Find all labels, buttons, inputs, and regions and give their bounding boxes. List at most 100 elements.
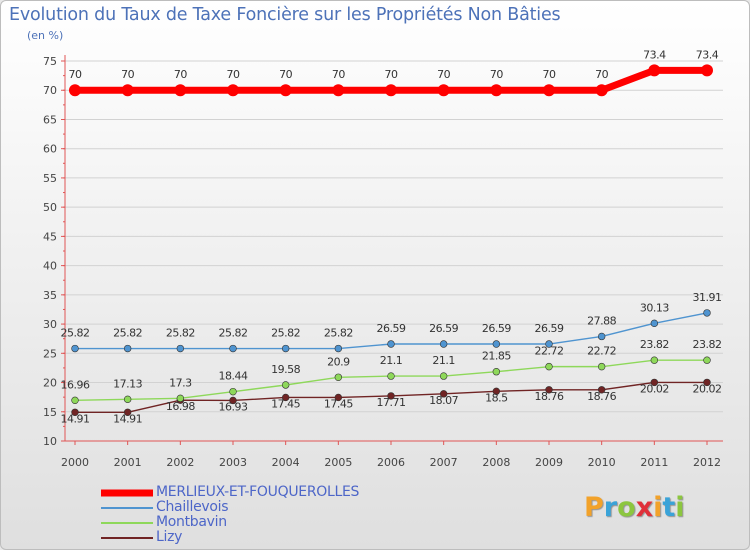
data-point xyxy=(279,84,292,97)
data-label: 70 xyxy=(174,68,187,81)
data-label: 17.3 xyxy=(169,376,192,389)
y-tick-label: 70 xyxy=(43,84,57,97)
grid-lines xyxy=(65,60,723,442)
data-label: 25.82 xyxy=(324,327,353,340)
data-label: 20.02 xyxy=(693,382,722,395)
data-point xyxy=(387,340,395,348)
data-point xyxy=(492,340,501,348)
data-label: 22.72 xyxy=(587,345,616,358)
data-label: 18.44 xyxy=(219,370,248,383)
data-label: 70 xyxy=(227,68,240,81)
data-label: 17.71 xyxy=(377,396,406,409)
data-label: 18.76 xyxy=(587,390,616,403)
x-tick-label: 2011 xyxy=(640,456,668,469)
data-label: 70 xyxy=(437,68,450,81)
axes: 10 15 20 25 30 35 40 45 50 55 60 65 70 75 2000 2001 2002… xyxy=(43,55,723,469)
x-tick-label: 2009 xyxy=(535,456,563,469)
data-label: 20.02 xyxy=(640,382,669,395)
data-point xyxy=(281,393,290,402)
x-tick-label: 2012 xyxy=(693,456,721,469)
x-tick-label: 2000 xyxy=(61,456,89,469)
data-point xyxy=(229,387,237,396)
x-tick-label: 2006 xyxy=(377,456,405,469)
data-label: 21.85 xyxy=(482,350,511,363)
line-chart: 10 15 20 25 30 35 40 45 50 55 60 65 70 75 2000 2001 2002… xyxy=(43,48,723,469)
data-label: 16.93 xyxy=(219,400,248,413)
y-tick-label: 15 xyxy=(43,406,57,419)
data-label: 70 xyxy=(543,68,556,81)
data-point xyxy=(648,64,661,77)
data-label: 27.88 xyxy=(587,314,616,327)
data-point xyxy=(490,84,503,97)
data-point xyxy=(281,344,290,353)
data-label: 14.91 xyxy=(61,412,90,425)
y-tick-label: 75 xyxy=(43,55,57,68)
data-label: 25.82 xyxy=(113,327,142,340)
data-point xyxy=(545,386,553,394)
data-point xyxy=(387,392,395,400)
proxiti-logo: Proxiti xyxy=(584,492,685,523)
data-point xyxy=(332,84,345,97)
data-label: 21.1 xyxy=(432,354,455,367)
data-label: 25.82 xyxy=(166,327,195,340)
data-label: 26.59 xyxy=(429,322,458,335)
data-point xyxy=(543,84,555,97)
data-point xyxy=(597,332,606,341)
x-tick-label: 2002 xyxy=(166,456,194,469)
data-point xyxy=(229,396,237,405)
data-point xyxy=(597,362,606,371)
y-tick-label: 50 xyxy=(43,201,57,214)
data-label: 23.82 xyxy=(693,338,722,351)
data-point xyxy=(123,395,132,404)
x-tick-label: 2004 xyxy=(272,456,300,469)
data-label: 20.9 xyxy=(327,355,350,368)
data-point xyxy=(439,372,448,380)
data-label: 70 xyxy=(490,68,503,81)
chart-title: Evolution du Taux de Taxe Foncière sur l… xyxy=(9,5,561,25)
data-label: 30.13 xyxy=(640,301,669,314)
logo-letter: i xyxy=(653,492,663,523)
data-label: 70 xyxy=(69,68,82,81)
y-tick-label: 40 xyxy=(43,260,57,273)
data-point xyxy=(71,396,79,405)
data-label: 16.96 xyxy=(61,378,90,391)
y-axis-unit: (en %) xyxy=(27,29,64,42)
y-tick-label: 35 xyxy=(43,289,57,302)
data-point xyxy=(229,344,237,353)
legend-swatch xyxy=(101,489,153,497)
data-point xyxy=(701,64,713,77)
data-point xyxy=(545,362,553,371)
data-label: 73.4 xyxy=(696,48,719,61)
data-label: 18.07 xyxy=(429,394,458,407)
data-point xyxy=(439,390,448,398)
data-label: 26.59 xyxy=(482,322,511,335)
legend-label: MERLIEUX-ET-FOUQUEROLLES xyxy=(156,484,360,500)
data-label: 17.13 xyxy=(113,377,142,390)
logo-letter: x xyxy=(635,492,654,523)
data-label: 25.82 xyxy=(271,327,300,340)
legend-label: Montbavin xyxy=(156,514,227,530)
legend-label: Chaillevois xyxy=(156,499,229,515)
data-point xyxy=(387,372,395,380)
data-label: 22.72 xyxy=(535,345,564,358)
data-point xyxy=(123,344,132,353)
data-point xyxy=(439,340,448,348)
data-label: 17.45 xyxy=(324,397,353,410)
y-tick-label: 30 xyxy=(43,318,57,331)
data-point xyxy=(492,368,501,376)
series-layer xyxy=(69,64,713,416)
data-label: 70 xyxy=(121,68,134,81)
legend-swatch xyxy=(101,522,153,524)
data-label: 18.5 xyxy=(485,391,508,404)
data-point xyxy=(334,373,343,381)
data-point xyxy=(227,84,239,97)
y-tick-label: 55 xyxy=(43,172,57,185)
x-tick-label: 2010 xyxy=(588,456,616,469)
x-tick-label: 2005 xyxy=(324,456,352,469)
data-point xyxy=(334,344,343,353)
data-label: 70 xyxy=(332,68,345,81)
y-tick-label: 45 xyxy=(43,230,57,243)
data-label: 26.59 xyxy=(377,322,406,335)
y-tick-label: 25 xyxy=(43,347,57,360)
